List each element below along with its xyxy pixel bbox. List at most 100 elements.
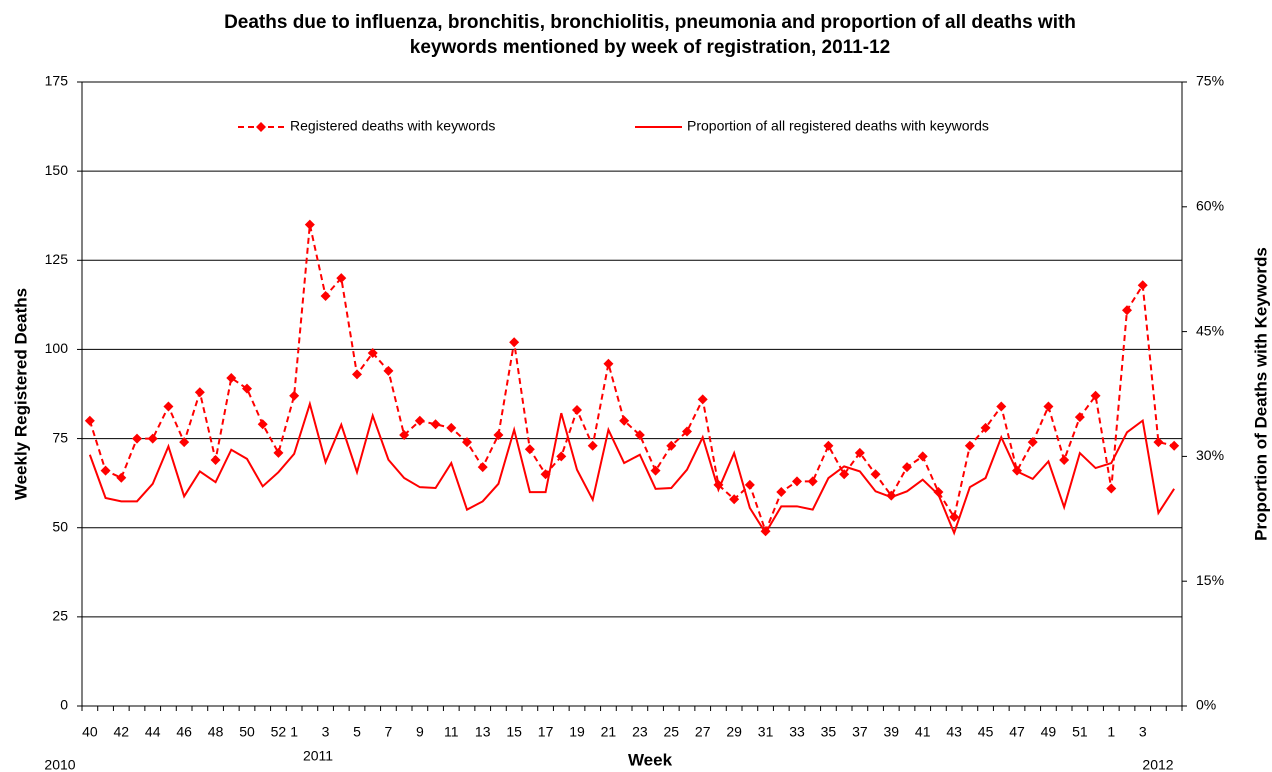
data-point xyxy=(289,390,300,401)
data-point xyxy=(273,447,284,458)
y-tick-label: 0 xyxy=(60,697,68,713)
data-point xyxy=(477,462,488,473)
x-tick-label: 1 xyxy=(290,724,298,740)
data-point xyxy=(84,415,95,426)
x-tick-label: 40 xyxy=(82,724,98,740)
y2-tick-label: 15% xyxy=(1196,572,1224,588)
data-point xyxy=(949,512,960,523)
legend-label: Registered deaths with keywords xyxy=(290,118,495,134)
y2-tick-label: 0% xyxy=(1196,697,1216,713)
data-point xyxy=(179,437,190,448)
data-point xyxy=(430,419,441,430)
x-tick-label: 50 xyxy=(239,724,255,740)
x-tick-label: 51 xyxy=(1072,724,1088,740)
data-point xyxy=(776,487,787,498)
series-line xyxy=(88,224,1175,535)
data-point xyxy=(383,365,394,376)
data-point xyxy=(100,465,111,476)
data-point xyxy=(194,387,205,398)
x-tick-label: 48 xyxy=(208,724,224,740)
data-point xyxy=(493,430,504,441)
x-tick-label: 21 xyxy=(601,724,617,740)
data-point xyxy=(823,440,834,451)
data-point xyxy=(509,337,520,348)
data-point xyxy=(556,451,567,462)
data-point xyxy=(1074,412,1085,423)
data-point xyxy=(902,462,912,473)
data-point xyxy=(587,440,598,451)
data-point xyxy=(666,440,677,451)
x-tick-label: 39 xyxy=(883,724,899,740)
data-point xyxy=(462,437,472,448)
data-point xyxy=(1153,437,1164,448)
y2-tick-label: 75% xyxy=(1196,73,1224,89)
year-label: 2010 xyxy=(44,757,75,772)
data-point xyxy=(650,465,661,476)
data-point xyxy=(870,469,881,480)
data-point xyxy=(226,372,237,383)
chart-title: Deaths due to influenza, bronchitis, bro… xyxy=(224,12,1076,58)
x-tick-label: 29 xyxy=(726,724,742,740)
x-tick-label: 19 xyxy=(569,724,585,740)
data-point xyxy=(1137,280,1148,291)
data-point xyxy=(147,433,158,444)
y2-axis-title: Proportion of Deaths with Keywords xyxy=(1251,247,1270,541)
data-point xyxy=(116,472,127,483)
x-tick-label: 9 xyxy=(416,724,424,740)
data-point xyxy=(1090,390,1101,401)
data-point xyxy=(839,469,850,480)
y2-tick-label: 30% xyxy=(1196,447,1224,463)
x-tick-label: 37 xyxy=(852,724,868,740)
data-point xyxy=(682,426,692,437)
data-point xyxy=(257,419,268,430)
x-tick-label: 47 xyxy=(1009,724,1025,740)
year-label: 2011 xyxy=(303,748,333,764)
x-tick-label: 45 xyxy=(978,724,994,740)
data-point xyxy=(854,447,865,458)
x-tick-label: 33 xyxy=(789,724,805,740)
x-tick-label: 17 xyxy=(538,724,554,740)
y-axis-title: Weekly Registered Deaths xyxy=(11,288,30,500)
data-point xyxy=(414,415,425,426)
x-tick-label: 25 xyxy=(663,724,679,740)
x-tick-label: 13 xyxy=(475,724,491,740)
data-point xyxy=(1122,305,1132,316)
data-point xyxy=(367,347,378,358)
data-point xyxy=(619,415,630,426)
data-point xyxy=(336,273,347,284)
data-point xyxy=(132,433,142,444)
data-point xyxy=(964,440,975,451)
data-point xyxy=(634,430,645,441)
data-point xyxy=(886,490,897,501)
x-tick-label: 1 xyxy=(1107,724,1115,740)
y-tick-label: 125 xyxy=(45,251,69,267)
legend-marker xyxy=(256,122,266,132)
x-tick-label: 52 xyxy=(271,724,287,740)
x-tick-label: 7 xyxy=(385,724,393,740)
data-point xyxy=(304,219,315,230)
data-point xyxy=(163,401,174,412)
y-tick-label: 175 xyxy=(45,73,69,89)
data-point xyxy=(1169,440,1180,451)
y-tick-label: 100 xyxy=(45,340,69,356)
y2-tick-label: 60% xyxy=(1196,198,1224,214)
data-point xyxy=(399,430,410,441)
y-tick-label: 25 xyxy=(52,608,68,624)
x-tick-label: 43 xyxy=(946,724,962,740)
data-point xyxy=(210,454,221,465)
data-point xyxy=(242,383,252,394)
data-point xyxy=(603,358,614,369)
x-tick-label: 49 xyxy=(1041,724,1057,740)
x-tick-label: 41 xyxy=(915,724,931,740)
x-tick-label: 5 xyxy=(353,724,361,740)
x-tick-label: 3 xyxy=(322,724,330,740)
data-point xyxy=(792,476,802,487)
x-axis-title: Week xyxy=(628,750,673,769)
series-line xyxy=(88,400,1175,536)
x-tick-label: 46 xyxy=(176,724,192,740)
data-point xyxy=(933,487,944,498)
data-point xyxy=(729,494,740,505)
data-point xyxy=(744,479,755,490)
data-point xyxy=(572,405,582,416)
